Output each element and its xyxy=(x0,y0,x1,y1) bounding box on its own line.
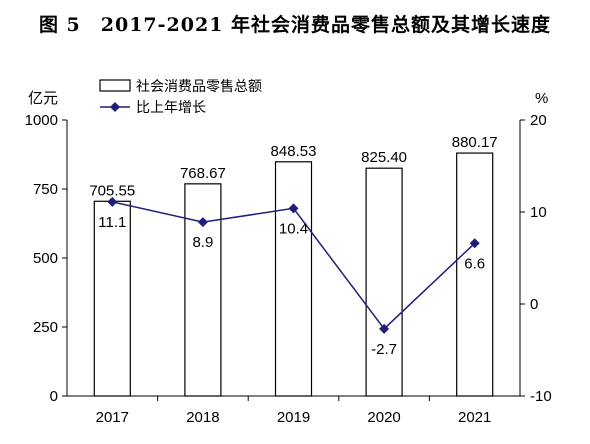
left-axis-tick-label: 1000 xyxy=(25,112,58,129)
chart-title: 图 5 2017-2021 年社会消费品零售总额及其增长速度 xyxy=(38,14,552,36)
bar-2020 xyxy=(365,167,403,397)
bar-value-label: 768.67 xyxy=(180,165,226,182)
growth-value-label: 11.1 xyxy=(98,214,126,231)
x-axis-tick-label: 2020 xyxy=(367,409,400,426)
growth-value-label: 8.9 xyxy=(192,234,213,251)
growth-point-2020 xyxy=(379,323,390,334)
legend-line-label: 比上年增长 xyxy=(136,99,206,115)
right-axis-tick-label: 10 xyxy=(530,204,547,221)
left-axis-tick-label: 750 xyxy=(33,181,58,198)
bar-value-label: 848.53 xyxy=(271,143,317,160)
growth-point-2021 xyxy=(469,238,480,249)
legend-bar-swatch xyxy=(99,79,131,92)
bar-2021 xyxy=(456,152,494,397)
x-axis-tick-label: 2017 xyxy=(96,409,129,426)
left-axis-tick-label: 500 xyxy=(33,250,58,267)
left-axis-tick-label: 250 xyxy=(33,319,58,336)
right-axis-unit: % xyxy=(535,90,548,107)
right-axis-tick-label: 20 xyxy=(530,112,547,129)
x-axis-tick-label: 2021 xyxy=(458,409,491,426)
growth-point-2019 xyxy=(288,203,299,214)
bar-2019 xyxy=(274,161,313,397)
growth-value-label: -2.7 xyxy=(371,341,397,358)
bar-value-label: 705.55 xyxy=(89,182,135,199)
legend-line-marker xyxy=(110,102,120,112)
x-axis-tick-label: 2018 xyxy=(186,409,219,426)
growth-point-2017 xyxy=(107,196,118,207)
left-axis-tick-label: 0 xyxy=(50,388,58,405)
right-axis-tick-label: -10 xyxy=(530,388,552,405)
legend-bar-label: 社会消费品零售总额 xyxy=(136,78,262,94)
left-axis-unit: 亿元 xyxy=(28,90,58,107)
growth-point-2018 xyxy=(197,217,208,228)
x-axis-tick-label: 2019 xyxy=(277,409,310,426)
right-axis-tick-label: 0 xyxy=(530,296,538,313)
bar-value-label: 825.40 xyxy=(361,149,407,166)
bar-value-label: 880.17 xyxy=(452,134,498,151)
bar-2018 xyxy=(184,183,222,397)
growth-value-label: 6.6 xyxy=(464,255,485,272)
growth-value-label: 10.4 xyxy=(279,220,308,237)
